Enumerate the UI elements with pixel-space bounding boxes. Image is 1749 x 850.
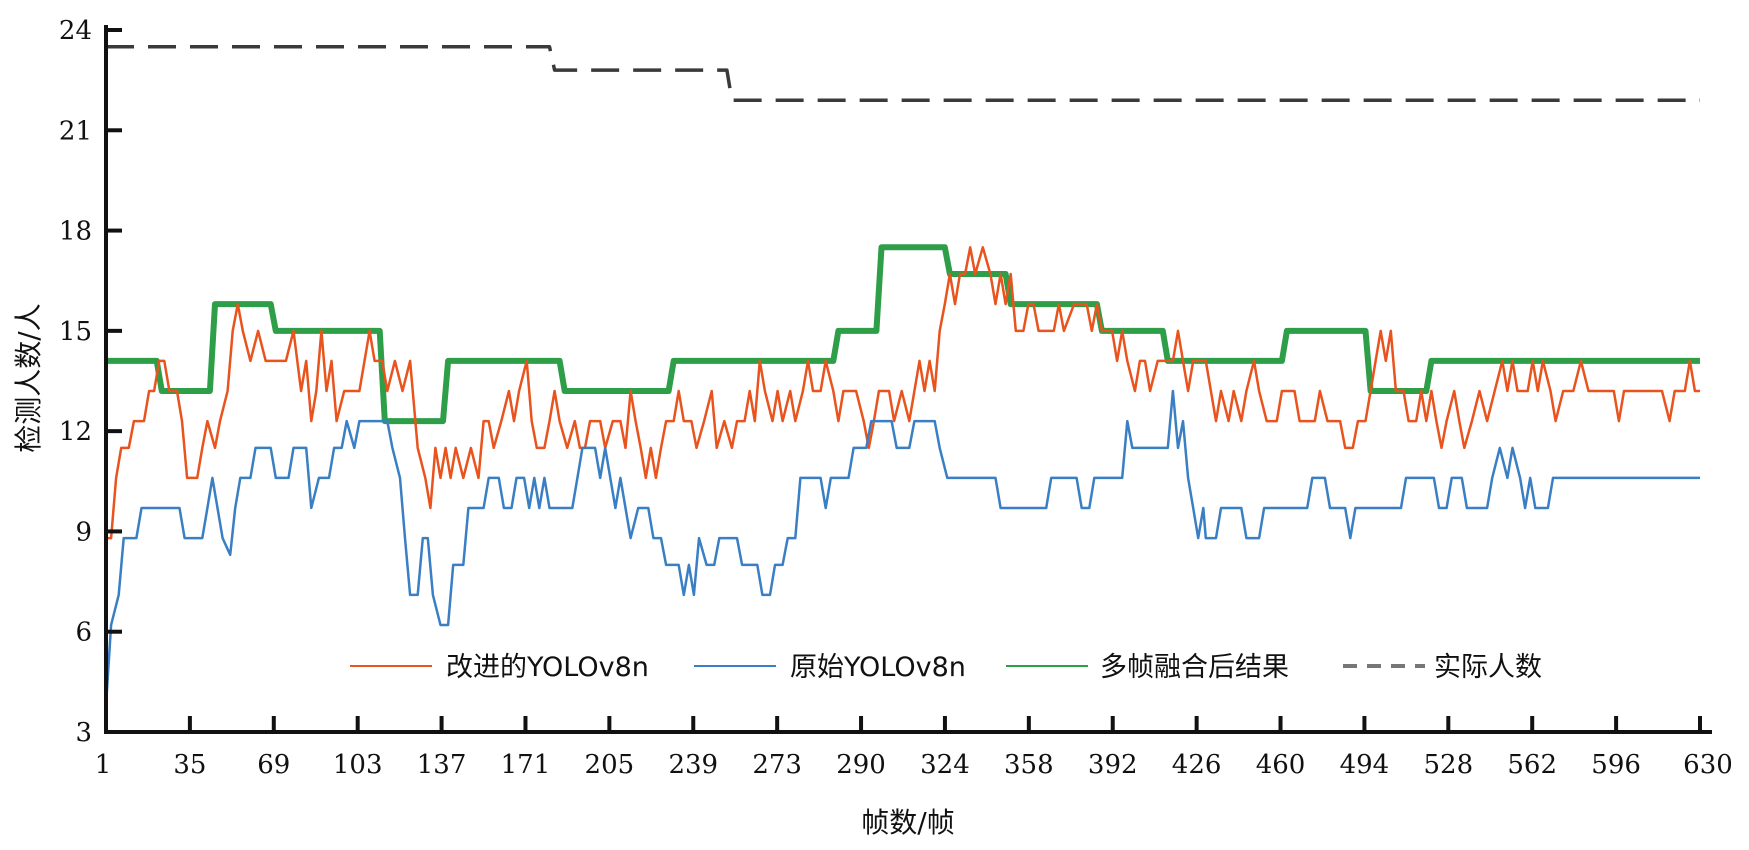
- y-tick-label: 15: [59, 317, 92, 347]
- x-tick-label: 324: [920, 750, 970, 780]
- series-layer: [104, 44, 1700, 706]
- x-tick-label: 1: [95, 750, 112, 780]
- legend-label: 实际人数: [1434, 652, 1542, 683]
- series-line-3: [106, 44, 1700, 102]
- x-ticks: 1 35 69 103 137 171 205 239 273 290 324 358 392 426 46…: [95, 716, 1733, 780]
- x-tick-label: 392: [1088, 750, 1138, 780]
- y-tick-label: 9: [75, 517, 92, 547]
- y-tick-label: 24: [59, 16, 92, 46]
- axes: [104, 25, 1712, 734]
- y-axis-title: 检测人数/人: [12, 303, 45, 452]
- y-ticks: 3 6 9 12 15 18 21 24: [59, 16, 122, 748]
- series-line-1: [104, 389, 1700, 706]
- y-tick-label: 21: [59, 116, 92, 146]
- y-tick-label: 18: [59, 217, 92, 247]
- x-tick-label: 35: [173, 750, 206, 780]
- x-tick-label: 562: [1507, 750, 1557, 780]
- x-tick-label: 460: [1256, 750, 1306, 780]
- x-tick-label: 239: [668, 750, 718, 780]
- y-tick-label: 3: [75, 718, 92, 748]
- x-tick-label: 596: [1591, 750, 1641, 780]
- x-tick-label: 273: [752, 750, 802, 780]
- x-tick-label: 528: [1423, 750, 1473, 780]
- x-tick-label: 426: [1172, 750, 1222, 780]
- x-tick-label: 171: [501, 750, 551, 780]
- x-tick-label: 205: [585, 750, 635, 780]
- x-tick-label: 137: [417, 750, 467, 780]
- x-tick-label: 290: [836, 750, 886, 780]
- legend: 改进的YOLOv8n 原始YOLOv8n 多帧融合后结果 实际人数: [350, 652, 1542, 683]
- y-tick-label: 12: [59, 417, 92, 447]
- series-line-0: [106, 246, 1700, 540]
- x-axis-title: 帧数/帧: [861, 806, 954, 839]
- legend-label: 原始YOLOv8n: [790, 652, 966, 683]
- x-tick-label: 358: [1004, 750, 1054, 780]
- x-tick-label: 69: [257, 750, 290, 780]
- x-tick-label: 494: [1340, 750, 1390, 780]
- legend-label: 多帧融合后结果: [1100, 652, 1289, 683]
- series-line-2: [106, 244, 1700, 425]
- legend-label: 改进的YOLOv8n: [446, 652, 649, 683]
- y-tick-label: 6: [75, 618, 92, 648]
- x-tick-label: 630: [1683, 750, 1733, 780]
- x-tick-label: 103: [333, 750, 383, 780]
